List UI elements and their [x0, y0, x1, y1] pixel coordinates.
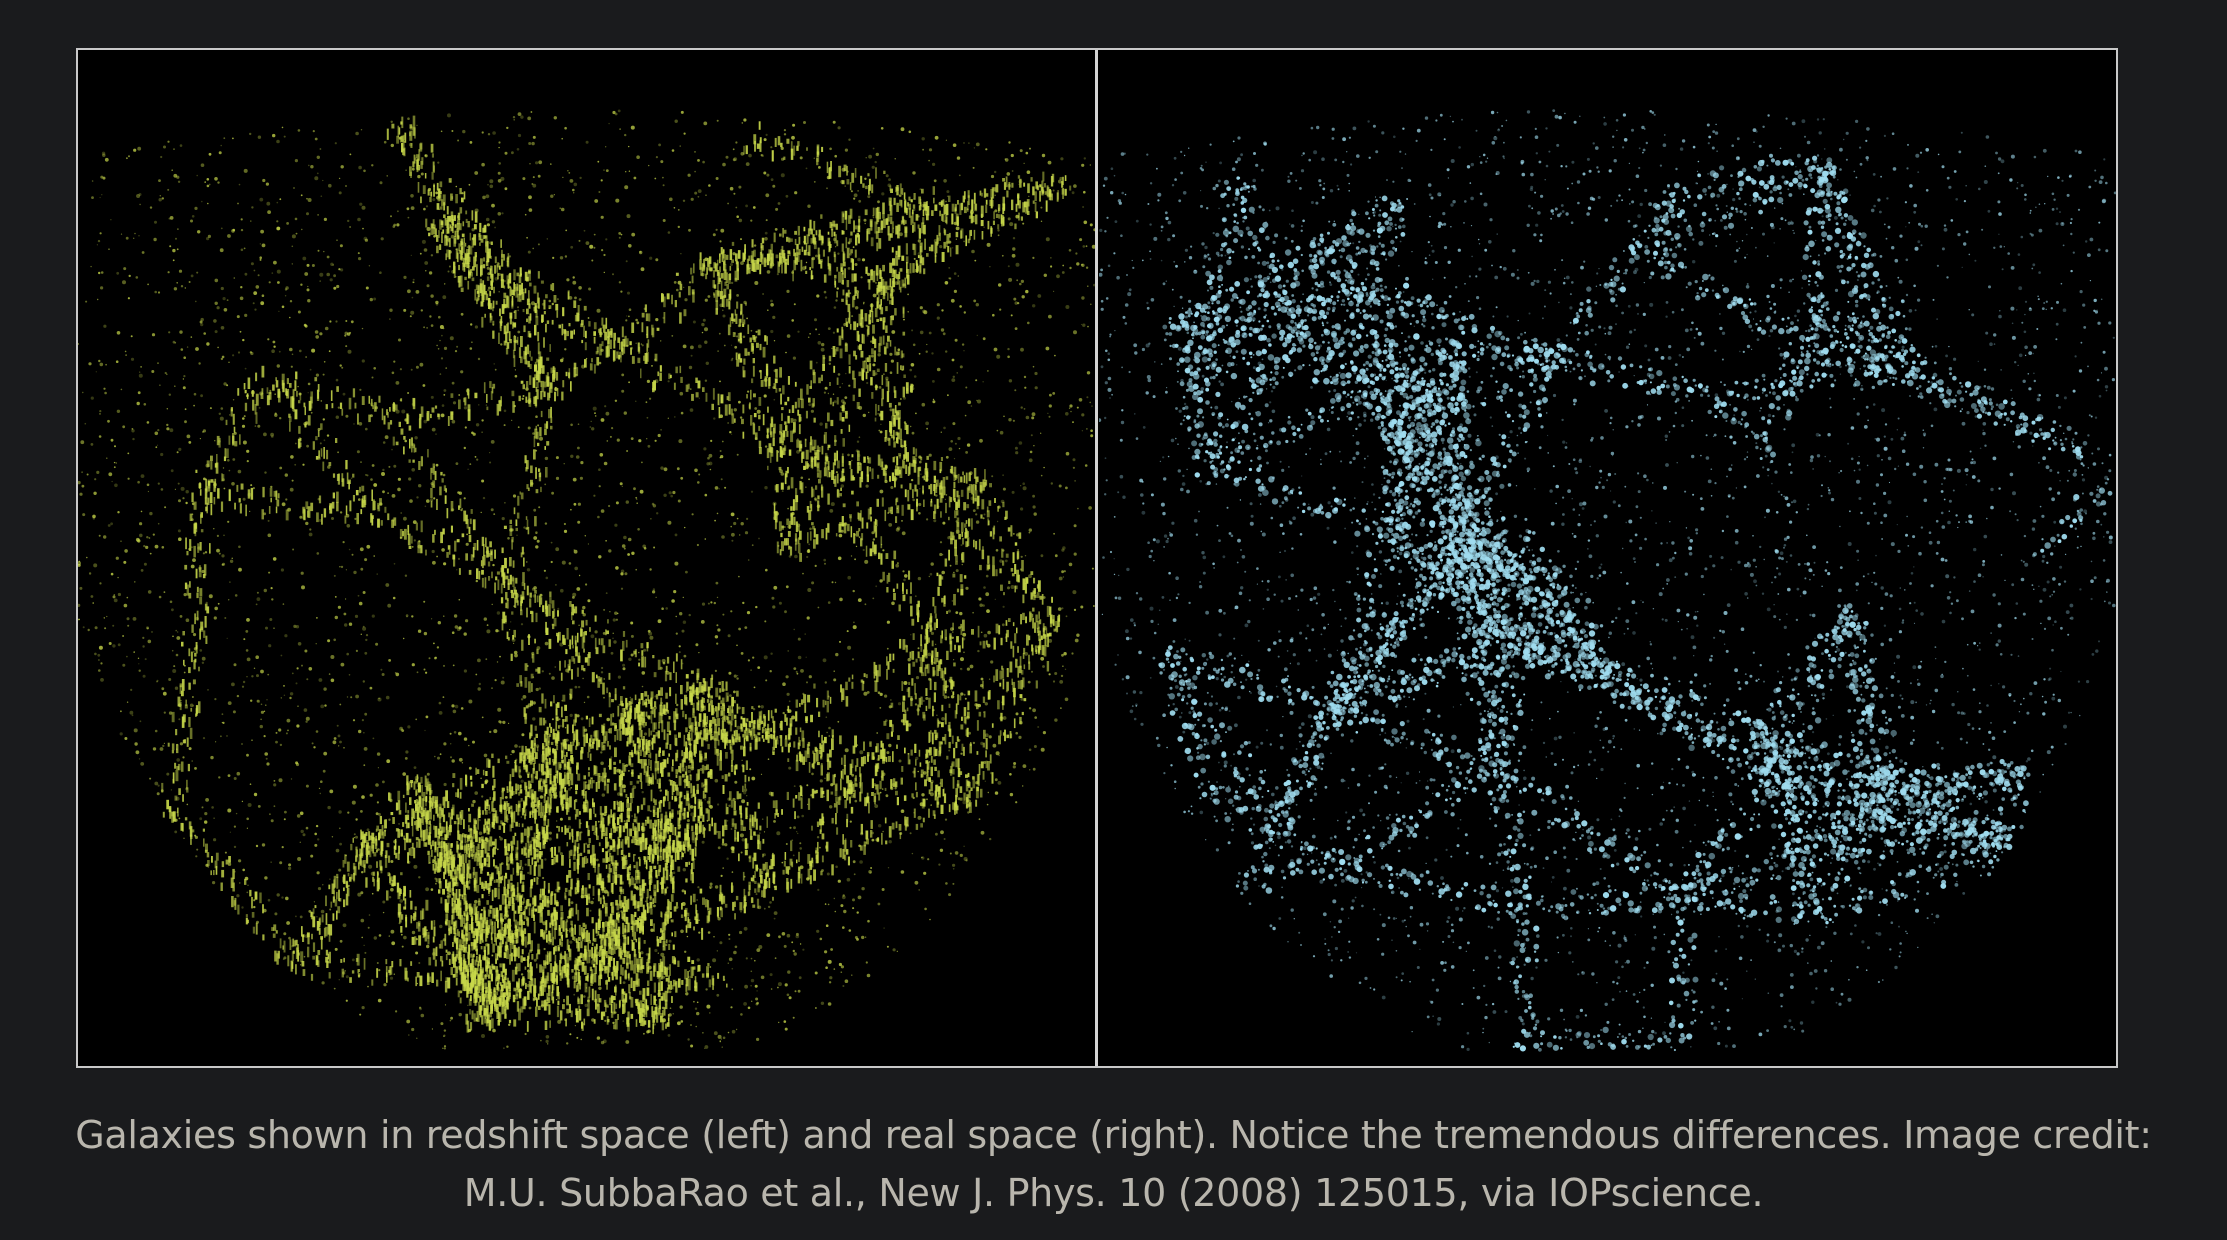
real-space-image: [1099, 50, 2116, 1066]
real-space-galaxy-map: [1099, 109, 2116, 1052]
figure-caption: Galaxies shown in redshift space (left) …: [40, 1106, 2187, 1222]
image-frame: [76, 48, 2118, 1068]
panel-divider: [1095, 50, 1098, 1066]
redshift-space-image: [78, 50, 1095, 1066]
caption-line-2: M.U. SubbaRao et al., New J. Phys. 10 (2…: [40, 1164, 2187, 1222]
redshift-space-galaxy-map: [78, 109, 1095, 1050]
caption-line-1: Galaxies shown in redshift space (left) …: [40, 1106, 2187, 1164]
